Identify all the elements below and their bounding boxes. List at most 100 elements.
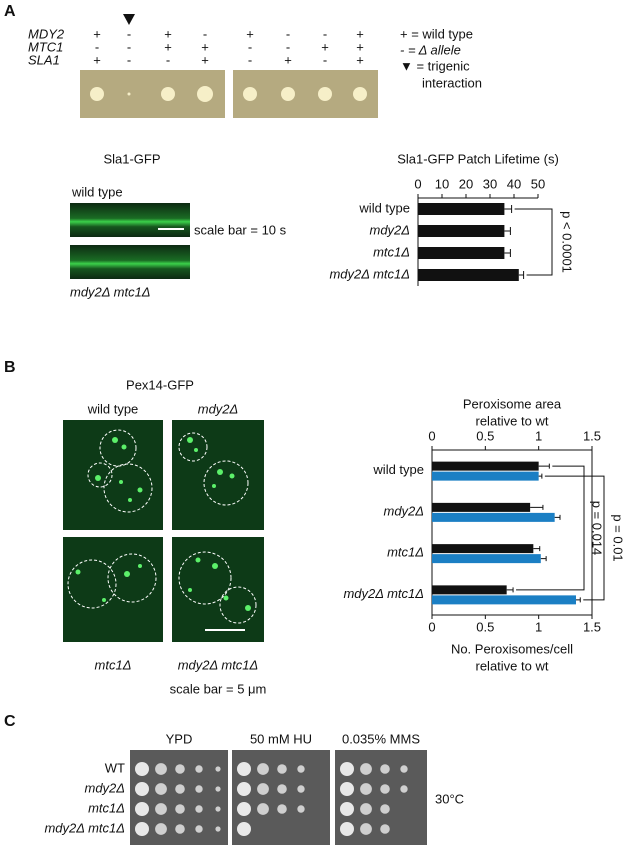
spot [237,802,251,816]
axis-title: No. Peroxisomes/cell [451,641,573,656]
plot-frame [431,449,593,616]
bar [432,471,539,481]
spot [380,824,390,834]
category-label: mdy2Δ [369,222,410,237]
error-bar [576,597,581,603]
legend-entry: ▼ = trigenic [400,58,470,73]
chart-title: Sla1-GFP Patch Lifetime (s) [397,151,559,166]
kymograph-title: Sla1-GFP [103,151,160,166]
spot [400,765,408,773]
scale-bar-label: scale bar = 10 s [194,222,287,237]
x-tick-label: 1.5 [583,619,601,634]
bar [418,225,505,237]
bar [418,247,505,259]
genotype-sign: - [166,52,170,67]
colony [318,87,332,101]
genotype-sign: - [127,26,131,41]
spot [277,764,287,774]
category-label: wild type [358,200,410,215]
colony [353,87,367,101]
bar [418,203,505,215]
colony [90,87,104,101]
bar [432,595,576,605]
error-bar [540,556,547,562]
image-title: Pex14-GFP [126,377,194,392]
spot [277,784,287,794]
x-tick-label: 1 [535,428,542,443]
error-bar [554,514,561,520]
error-bar [538,463,550,469]
spot [195,765,203,773]
scale-bar-label: scale bar = 5 μm [170,681,267,696]
bar [432,585,507,595]
spot [237,762,251,776]
spot [155,763,167,775]
colony [281,87,295,101]
category-label: mtc1Δ [373,244,410,259]
gene-label: MDY2 [28,26,65,41]
error-bar [530,504,544,510]
spot [195,785,203,793]
colony [197,86,213,102]
axis-title: relative to wt [476,413,549,428]
gene-label: MTC1 [28,39,63,54]
x-tick-label: 50 [531,176,545,191]
genotype-sign: - [203,26,207,41]
genotype-sign: - [127,52,131,67]
x-tick-label: 30 [483,176,497,191]
spot [237,822,251,836]
x-tick-label: 20 [459,176,473,191]
genotype-sign: - [286,39,290,54]
spot [360,823,372,835]
spot [360,783,372,795]
spot [340,762,354,776]
error-bar [538,473,543,479]
spot [135,802,149,816]
spot [277,804,287,814]
spot [297,805,305,813]
bar [432,544,534,554]
genotype-sign: + [201,39,209,54]
colony [243,87,257,101]
genotype-sign: - [286,26,290,41]
x-tick-label: 0 [428,619,435,634]
spot [135,782,149,796]
p-value: p = 0.01 [611,514,626,561]
condition-label: 50 mM HU [250,731,312,746]
x-tick-label: 1.5 [583,428,601,443]
strain-label: WT [105,760,125,775]
p-value: p < 0.0001 [560,211,575,273]
condition-label: YPD [166,731,193,746]
category-label: mtc1Δ [387,545,424,560]
spot [195,825,203,833]
spot [215,766,221,772]
kymograph [70,245,190,279]
genotype-sign: - [127,39,131,54]
spot [155,823,167,835]
panel-label: B [4,359,16,376]
strain-label: mdy2Δ [84,780,125,795]
genotype-sign: + [356,26,364,41]
spot [257,763,269,775]
legend-entry: interaction [422,75,482,90]
genotype-sign: + [356,52,364,67]
genotype-sign: - [248,52,252,67]
error-bar [533,546,541,552]
significance-bracket [544,475,605,601]
strain-label: mtc1Δ [88,800,125,815]
genotype-sign: + [164,39,172,54]
spot [360,763,372,775]
gene-label: SLA1 [28,52,60,67]
bar [432,461,539,471]
x-tick-label: 0 [414,176,421,191]
genotype-sign: + [246,26,254,41]
bar [432,554,541,564]
category-label: mdy2Δ [383,503,424,518]
temperature-label: 30°C [435,791,464,806]
bar [432,512,555,522]
colony [161,87,175,101]
spot [297,765,305,773]
spot [400,785,408,793]
x-tick-label: 10 [435,176,449,191]
